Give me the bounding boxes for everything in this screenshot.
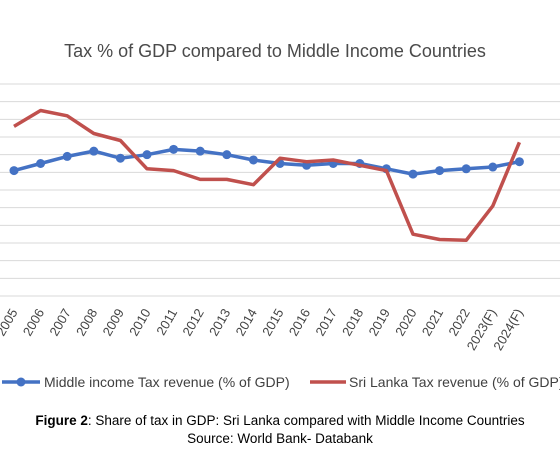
data-point: [9, 166, 19, 176]
x-tick-label: 2017: [312, 306, 339, 339]
data-point: [488, 162, 498, 172]
x-tick-label: 2008: [73, 306, 100, 339]
legend-label-middle-income: Middle income Tax revenue (% of GDP): [44, 374, 290, 390]
series-layer: [9, 108, 524, 243]
series-line-1: [13, 108, 522, 243]
x-tick-label: 2019: [366, 306, 393, 339]
figure-caption: Figure 2: Share of tax in GDP: Sri Lanka…: [0, 412, 560, 448]
figure-label: Figure 2: [35, 413, 88, 428]
legend-marker-middle-income: [16, 377, 26, 387]
data-point: [36, 159, 46, 168]
data-point: [435, 166, 445, 176]
chart-title: Tax % of GDP compared to Middle Income C…: [64, 41, 486, 61]
data-point: [222, 150, 232, 160]
x-tick-label: 2009: [100, 306, 127, 339]
data-point: [408, 169, 418, 179]
x-tick-label: 2022: [445, 306, 472, 339]
x-tick-label: 2010: [126, 306, 153, 339]
caption-line-1: Figure 2: Share of tax in GDP: Sri Lanka…: [0, 412, 560, 430]
x-tick-label: 2006: [20, 306, 47, 339]
gridlines: [0, 83, 560, 297]
figure-text: : Share of tax in GDP: Sri Lanka compare…: [87, 413, 525, 428]
data-point: [89, 146, 99, 156]
chart-svg: Tax % of GDP compared to Middle Income C…: [0, 41, 560, 390]
data-point: [514, 157, 524, 167]
legend-label-sri-lanka: Sri Lanka Tax revenue (% of GDP): [349, 374, 560, 390]
x-axis-ticks: 2005 2006 2007 2008 2009 2010 2011 2012 2013 2014…: [0, 306, 526, 353]
x-tick-label: 2016: [286, 306, 313, 339]
data-point: [248, 155, 258, 165]
x-tick-label: 2012: [179, 306, 206, 339]
legend: Middle income Tax revenue (% of GDP) Sri…: [2, 374, 560, 390]
x-tick-label: 2013: [206, 306, 233, 339]
x-tick-label: 2018: [339, 306, 366, 339]
data-point: [142, 150, 152, 160]
x-tick-label: 2014: [233, 306, 260, 339]
x-tick-label: 2005: [0, 306, 21, 339]
x-tick-label: 2020: [392, 306, 419, 339]
data-point: [115, 153, 125, 163]
data-point: [195, 146, 205, 156]
x-tick-label: 2011: [153, 306, 180, 338]
data-point: [461, 164, 471, 174]
caption-source: Source: World Bank- Databank: [187, 431, 373, 446]
data-point: [169, 144, 179, 154]
x-tick-label: 2015: [259, 306, 286, 339]
data-point: [62, 151, 72, 161]
x-tick-label: 2007: [46, 306, 73, 339]
x-tick-label: 2021: [419, 306, 446, 339]
